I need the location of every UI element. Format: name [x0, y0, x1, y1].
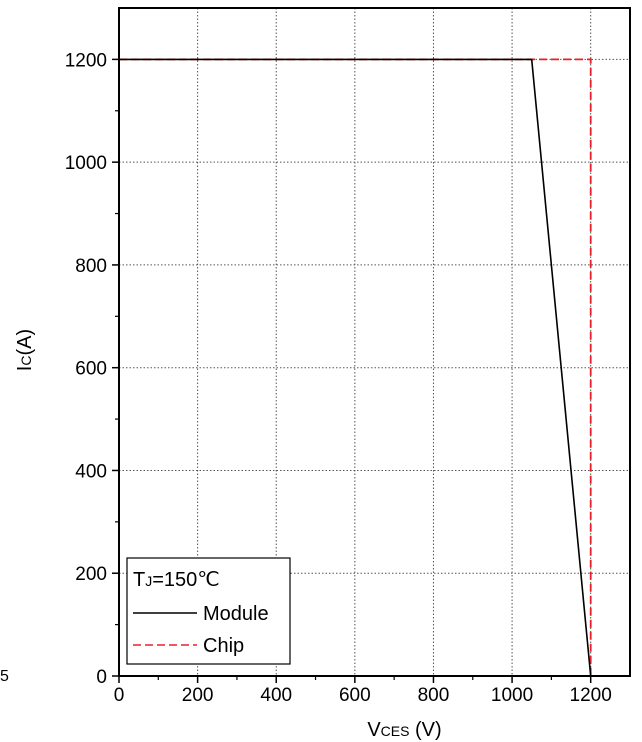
- y-axis-label: IC(A): [14, 329, 36, 371]
- y-tick-label: 600: [75, 359, 107, 380]
- y-axis-label-sub: C: [18, 355, 34, 365]
- y-tick-label: 800: [75, 256, 107, 277]
- x-axis-label: VCES (V): [367, 719, 441, 741]
- x-tick-label: 1200: [570, 685, 612, 706]
- x-tick-label: 400: [260, 685, 292, 706]
- x-axis-label-main: V: [367, 719, 381, 741]
- y-tick-label: 400: [75, 461, 107, 482]
- legend-title-sub: J: [145, 573, 152, 589]
- legend-title-main: T: [133, 569, 145, 591]
- ticks: 0 200 400 600 800 1000 1200 0 200 400 600 800 1000 12…: [65, 50, 612, 706]
- y-tick-label: 200: [75, 564, 107, 585]
- legend-label-chip: Chip: [203, 635, 244, 657]
- edge-label: 5: [0, 668, 9, 685]
- y-axis-label-main: I: [14, 366, 36, 372]
- x-tick-label: 1000: [491, 685, 533, 706]
- series: [119, 58, 592, 677]
- legend-box: [126, 557, 291, 665]
- legend-label-module: Module: [203, 603, 269, 625]
- legend-title-suffix: =150℃: [152, 569, 220, 591]
- x-axis-label-suffix: (V): [409, 719, 441, 741]
- x-tick-label: 200: [182, 685, 214, 706]
- x-tick-label: 600: [339, 685, 371, 706]
- y-tick-label: 1000: [65, 153, 107, 174]
- x-axis-label-sub: CES: [381, 723, 410, 739]
- y-tick-label: 1200: [65, 50, 107, 71]
- series-line-module: [119, 58, 592, 677]
- plot-frame: [118, 7, 631, 677]
- legend: TJ=150℃ Module Chip: [126, 557, 291, 665]
- y-axis-label-suffix: (A): [14, 329, 36, 356]
- legend-title: TJ=150℃: [133, 569, 220, 591]
- x-tick-label: 0: [114, 685, 125, 706]
- y-tick-label: 0: [96, 667, 107, 688]
- x-tick-label: 800: [418, 685, 450, 706]
